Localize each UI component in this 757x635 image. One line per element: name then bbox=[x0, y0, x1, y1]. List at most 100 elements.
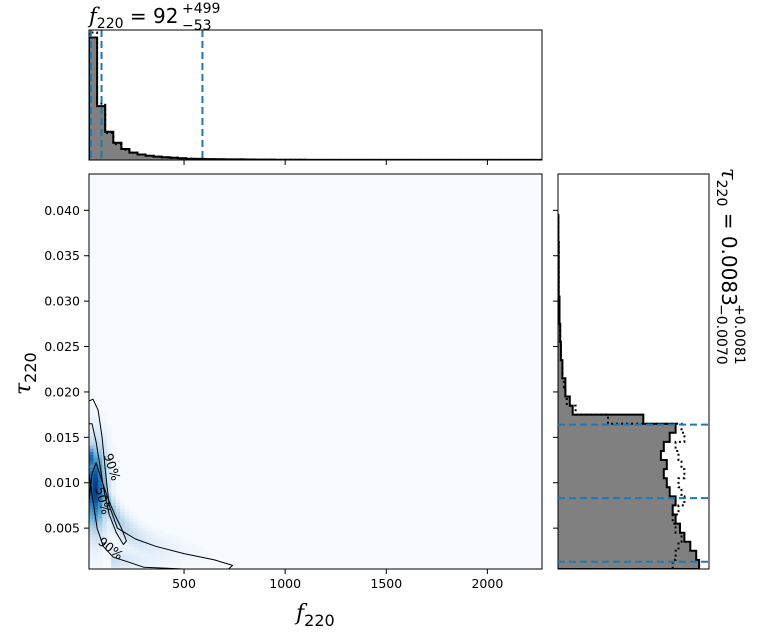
heatmap-cell bbox=[129, 540, 134, 544]
heatmap-cell bbox=[160, 553, 165, 557]
heatmap-cell bbox=[146, 524, 152, 529]
heatmap-cell bbox=[142, 534, 148, 538]
heatmap-cell bbox=[106, 495, 112, 500]
heatmap-cell bbox=[111, 495, 116, 500]
heatmap-cell bbox=[151, 527, 157, 532]
heatmap-cell bbox=[102, 530, 108, 535]
heatmap-cell bbox=[93, 537, 99, 541]
heatmap-cell bbox=[93, 429, 99, 433]
heatmap-cell bbox=[106, 524, 112, 529]
y-tick-label: 0.030 bbox=[44, 294, 80, 309]
heatmap-cell bbox=[111, 556, 116, 560]
heatmap-cell bbox=[97, 515, 103, 519]
heatmap-cell bbox=[151, 562, 157, 567]
heatmap-cell bbox=[129, 534, 134, 538]
heatmap-cell bbox=[111, 473, 116, 478]
heatmap-cell bbox=[155, 540, 161, 544]
heatmap-cell bbox=[182, 546, 188, 551]
heatmap-cell bbox=[97, 492, 103, 497]
heatmap-cell bbox=[111, 534, 116, 538]
heatmap-cell bbox=[133, 518, 139, 522]
heatmap-cell bbox=[89, 549, 94, 554]
heatmap-cell bbox=[124, 508, 130, 513]
heatmap-cell bbox=[89, 438, 94, 443]
heatmap-cell bbox=[89, 505, 94, 509]
heatmap-cell bbox=[89, 543, 94, 548]
density-heatmap bbox=[89, 174, 542, 569]
heatmap-cell bbox=[195, 562, 201, 567]
heatmap-cell bbox=[93, 480, 99, 484]
right-panel-frame bbox=[557, 173, 710, 570]
heatmap-cell bbox=[106, 483, 112, 487]
heatmap-cell bbox=[97, 511, 103, 516]
heatmap-cell bbox=[120, 530, 125, 535]
heatmap-cell bbox=[93, 406, 99, 411]
heatmap-cell bbox=[93, 495, 99, 500]
heatmap-cell bbox=[89, 556, 94, 560]
y-axis-label-main: τ bbox=[11, 382, 36, 395]
heatmap-cell bbox=[137, 530, 143, 535]
heatmap-cell bbox=[93, 524, 99, 529]
heatmap-cell bbox=[164, 546, 170, 551]
right-title-eq: = 0.0083 bbox=[717, 206, 741, 305]
heatmap-cell bbox=[97, 413, 103, 417]
heatmap-cell bbox=[151, 556, 157, 560]
heatmap-cell bbox=[124, 543, 130, 548]
heatmap-cell bbox=[111, 489, 116, 494]
heatmap-cell bbox=[93, 422, 99, 427]
heatmap-cell bbox=[115, 527, 121, 532]
heatmap-cell bbox=[89, 451, 94, 455]
heatmap-cell bbox=[124, 511, 130, 516]
heatmap-cell bbox=[89, 559, 94, 564]
heatmap-cell bbox=[124, 515, 130, 519]
heatmap-cell bbox=[137, 540, 143, 544]
heatmap-cell bbox=[164, 534, 170, 538]
heatmap-cell bbox=[106, 467, 112, 471]
heatmap-cell bbox=[160, 565, 165, 569]
heatmap-cell bbox=[133, 527, 139, 532]
heatmap-cell bbox=[124, 562, 130, 567]
heatmap-cell bbox=[133, 559, 139, 564]
right-title-sub: 220 bbox=[713, 180, 729, 207]
heatmap-cell bbox=[97, 505, 103, 509]
heatmap-cell bbox=[204, 559, 210, 564]
heatmap-cell bbox=[111, 559, 116, 564]
heatmap-cell bbox=[169, 559, 174, 564]
heatmap-cell bbox=[102, 429, 108, 433]
heatmap-cell bbox=[111, 492, 116, 497]
heatmap-cell bbox=[93, 556, 99, 560]
heatmap-cell bbox=[137, 562, 143, 567]
heatmap-cell bbox=[129, 524, 134, 529]
heatmap-cell bbox=[93, 489, 99, 494]
heatmap-cell bbox=[129, 537, 134, 541]
heatmap-cell bbox=[102, 480, 108, 484]
heatmap-cell bbox=[97, 486, 103, 490]
heatmap-cell bbox=[97, 470, 103, 475]
heatmap-cell bbox=[106, 438, 112, 443]
right-title-sup: +0.0081 bbox=[731, 304, 747, 365]
heatmap-cell bbox=[142, 521, 148, 525]
heatmap-cell bbox=[164, 559, 170, 564]
heatmap-cell bbox=[106, 464, 112, 468]
heatmap-cell bbox=[97, 448, 103, 452]
heatmap-cell bbox=[120, 562, 125, 567]
heatmap-cell bbox=[89, 429, 94, 433]
heatmap-cell bbox=[129, 511, 134, 516]
heatmap-cell bbox=[160, 540, 165, 544]
heatmap-cell bbox=[102, 527, 108, 532]
heatmap-cell bbox=[164, 562, 170, 567]
heatmap-cell bbox=[111, 549, 116, 554]
heatmap-cell bbox=[182, 553, 188, 557]
heatmap-cell bbox=[133, 556, 139, 560]
heatmap-cell bbox=[115, 502, 121, 506]
heatmap-cell bbox=[209, 556, 214, 560]
heatmap-cell bbox=[89, 419, 94, 424]
contour-label: 50% bbox=[92, 485, 114, 516]
heatmap-cell bbox=[106, 454, 112, 459]
heatmap-cell bbox=[111, 546, 116, 551]
heatmap-cell bbox=[106, 445, 112, 449]
heatmap-cell bbox=[146, 527, 152, 532]
heatmap-cell bbox=[133, 530, 139, 535]
heatmap-cell bbox=[155, 534, 161, 538]
heatmap-cell bbox=[142, 546, 148, 551]
